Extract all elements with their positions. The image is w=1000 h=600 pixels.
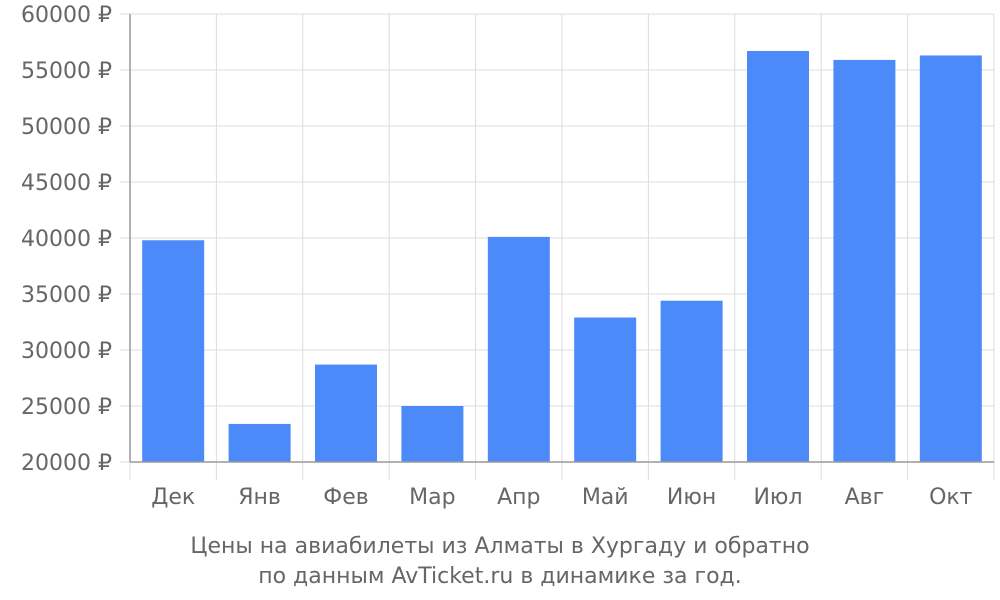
x-tick-label: Дек (151, 485, 195, 510)
y-tick-label: 45000 ₽ (21, 171, 112, 196)
x-tick-label: Окт (929, 485, 973, 510)
chart-caption-line-2: по данным AvTicket.ru в динамике за год. (258, 564, 742, 589)
x-tick-label: Мар (409, 485, 455, 510)
x-tick-label: Май (582, 485, 629, 510)
bar-Апр (487, 236, 550, 462)
y-tick-label: 35000 ₽ (21, 283, 112, 308)
bar-Мар (401, 406, 464, 462)
x-tick-label: Янв (238, 485, 281, 510)
x-tick-label: Фев (323, 485, 368, 510)
bar-chart: 20000 ₽ 25000 ₽ 30000 ₽ 35000 ₽ 40000 ₽ 45000… (21, 3, 995, 510)
bar-Янв (228, 423, 291, 462)
y-tick-label: 50000 ₽ (21, 115, 112, 140)
y-tick-label: 60000 ₽ (21, 3, 112, 28)
x-tick-label: Апр (497, 485, 540, 510)
bar-Май (574, 317, 637, 462)
x-tick-label: Авг (845, 485, 885, 510)
bar-Дек (142, 240, 205, 462)
bar-Окт (919, 55, 982, 462)
y-tick-label: 25000 ₽ (21, 395, 112, 420)
x-tick-label: Июн (667, 485, 716, 510)
y-tick-label: 55000 ₽ (21, 59, 112, 84)
chart-caption-line-1: Цены на авиабилеты из Алматы в Хургаду и… (190, 534, 810, 559)
y-tick-label: 40000 ₽ (21, 227, 112, 252)
y-tick-label: 30000 ₽ (21, 339, 112, 364)
x-tick-label: Июл (753, 485, 802, 510)
bar-Фев (315, 364, 377, 462)
y-tick-label: 20000 ₽ (21, 451, 112, 476)
bar-Авг (833, 59, 896, 463)
bar-Июл (747, 50, 809, 463)
bar-Июн (660, 300, 723, 462)
